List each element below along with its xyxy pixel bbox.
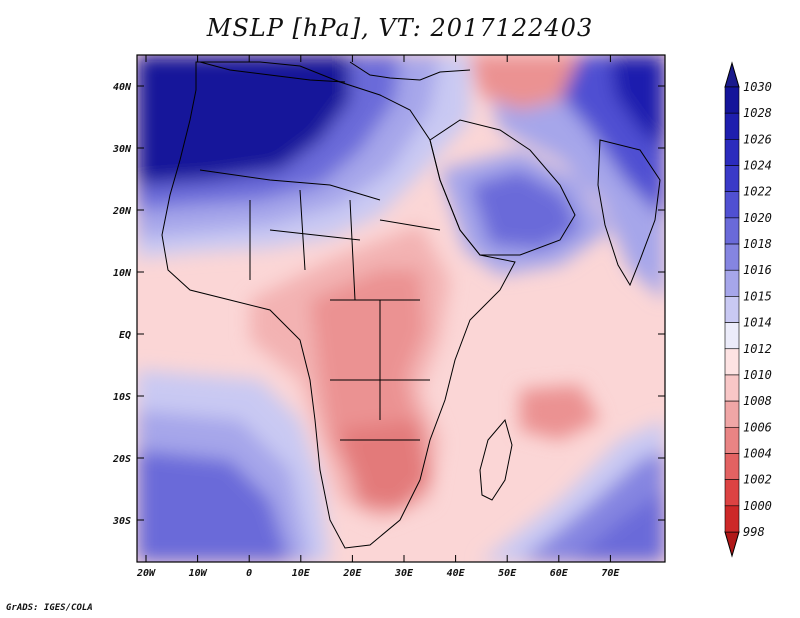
lon-tick-label: 30E xyxy=(394,568,414,579)
colorbar-level-label: 1000 xyxy=(743,499,772,513)
mediterranean-coastline xyxy=(199,61,471,83)
colorbar-swatch xyxy=(724,269,740,297)
madagascar-coastline xyxy=(479,418,513,501)
colorbar-swatch xyxy=(724,505,740,533)
lon-tick-label: 20E xyxy=(342,568,362,579)
country-borders xyxy=(199,169,441,441)
lat-tick-label: 10S xyxy=(113,392,131,403)
lon-tick-label: 70E xyxy=(601,568,620,579)
colorbar-bottom-arrow xyxy=(724,531,740,558)
colorbar-level-label: 1028 xyxy=(743,106,772,120)
colorbar-level-label: 1006 xyxy=(743,420,772,434)
colorbar-level-label: 1024 xyxy=(743,159,772,173)
colorbar-swatch xyxy=(724,296,740,323)
colorbar-swatch xyxy=(724,400,740,428)
colorbar-top-arrow xyxy=(724,61,740,88)
coastlines xyxy=(161,61,661,549)
colorbar-swatch xyxy=(724,479,740,507)
colorbar-swatch xyxy=(724,453,740,480)
africa-coastline xyxy=(161,61,516,549)
field-mid-blue-south-atlantic xyxy=(137,450,290,562)
colorbar-swatch xyxy=(724,86,740,114)
longitude-axis: 20W 10W 0 10E 20E 30E 40E 50E 60E 70E xyxy=(136,55,620,579)
lon-tick-label: 20W xyxy=(136,568,156,579)
map-title: MSLP [hPa], VT: 2017122403 xyxy=(206,14,594,42)
lat-tick-label: 20S xyxy=(112,454,131,465)
field-deep-blue-asia xyxy=(610,55,665,150)
india-coastline xyxy=(597,139,661,287)
colorbar-level-label: 1018 xyxy=(743,237,772,251)
colorbar-swatch xyxy=(724,191,740,219)
colorbar-swatch xyxy=(724,348,740,376)
colorbar-level-label: 1022 xyxy=(743,185,772,199)
colorbar-level-label: 1014 xyxy=(743,316,772,330)
colorbar: 1030 1028 1026 1024 1022 1020 1018 1016 1015 1014… xyxy=(724,61,772,558)
field-red-southern-africa xyxy=(340,420,430,510)
colorbar-swatch xyxy=(724,112,740,140)
lon-tick-label: 40E xyxy=(447,568,466,579)
colorbar-swatch xyxy=(724,165,740,193)
lat-tick-label: 30S xyxy=(112,516,131,527)
colorbar-level-label: 1015 xyxy=(743,289,772,303)
colorbar-level-label: 1016 xyxy=(743,263,772,277)
colorbar-swatch xyxy=(724,139,740,166)
lon-tick-label: 60E xyxy=(550,568,569,579)
colorbar-level-label: 1008 xyxy=(743,394,772,408)
lon-tick-label: 50E xyxy=(498,568,517,579)
colorbar-level-label: 1020 xyxy=(743,211,772,225)
field-red-caucasus xyxy=(470,55,580,110)
pressure-field xyxy=(137,55,665,562)
colorbar-level-label: 1010 xyxy=(743,368,772,382)
latitude-axis: 40N 30N 20N 10N EQ 10S 20S 30S xyxy=(112,82,665,527)
field-mid-blue-arabia xyxy=(470,170,580,250)
field-deep-blue-north xyxy=(137,55,350,185)
grads-credit: GrADS: IGES/COLA xyxy=(6,603,93,613)
field-red-indian-ocean xyxy=(520,385,600,440)
lon-tick-label: 10E xyxy=(292,568,311,579)
colorbar-level-label: 1004 xyxy=(743,446,772,460)
plot-frame xyxy=(136,54,666,563)
colorbar-level-label: 1030 xyxy=(743,80,772,94)
lat-tick-label: 40N xyxy=(113,82,132,93)
field-mid-blue-south-indian xyxy=(570,490,665,562)
colorbar-level-label: 1026 xyxy=(743,132,772,146)
colorbar-swatch xyxy=(724,426,740,454)
arabia-coastline xyxy=(429,119,576,256)
lon-tick-label: 10W xyxy=(189,568,208,579)
colorbar-swatch xyxy=(724,374,740,402)
lat-tick-label: 30N xyxy=(112,144,132,155)
lat-tick-label: 20N xyxy=(112,206,132,217)
colorbar-level-label: 998 xyxy=(743,525,765,539)
colorbar-swatch xyxy=(724,217,740,245)
colorbar-swatch xyxy=(724,322,740,350)
lat-tick-label: EQ xyxy=(119,330,131,341)
lat-tick-label: 10N xyxy=(113,268,132,279)
colorbar-level-label: 1002 xyxy=(743,473,772,487)
colorbar-level-label: 1012 xyxy=(743,342,772,356)
colorbar-swatch xyxy=(724,243,740,271)
lon-tick-label: 0 xyxy=(246,568,252,579)
